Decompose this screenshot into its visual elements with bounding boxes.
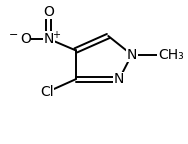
Text: +: + (52, 30, 60, 40)
Text: CH₃: CH₃ (158, 48, 184, 62)
Text: O: O (43, 4, 54, 19)
Text: Cl: Cl (40, 85, 54, 99)
Text: N: N (127, 48, 137, 62)
Text: N: N (114, 72, 124, 86)
Text: N: N (44, 32, 54, 46)
Text: −: − (9, 30, 18, 40)
Text: O: O (20, 32, 31, 46)
